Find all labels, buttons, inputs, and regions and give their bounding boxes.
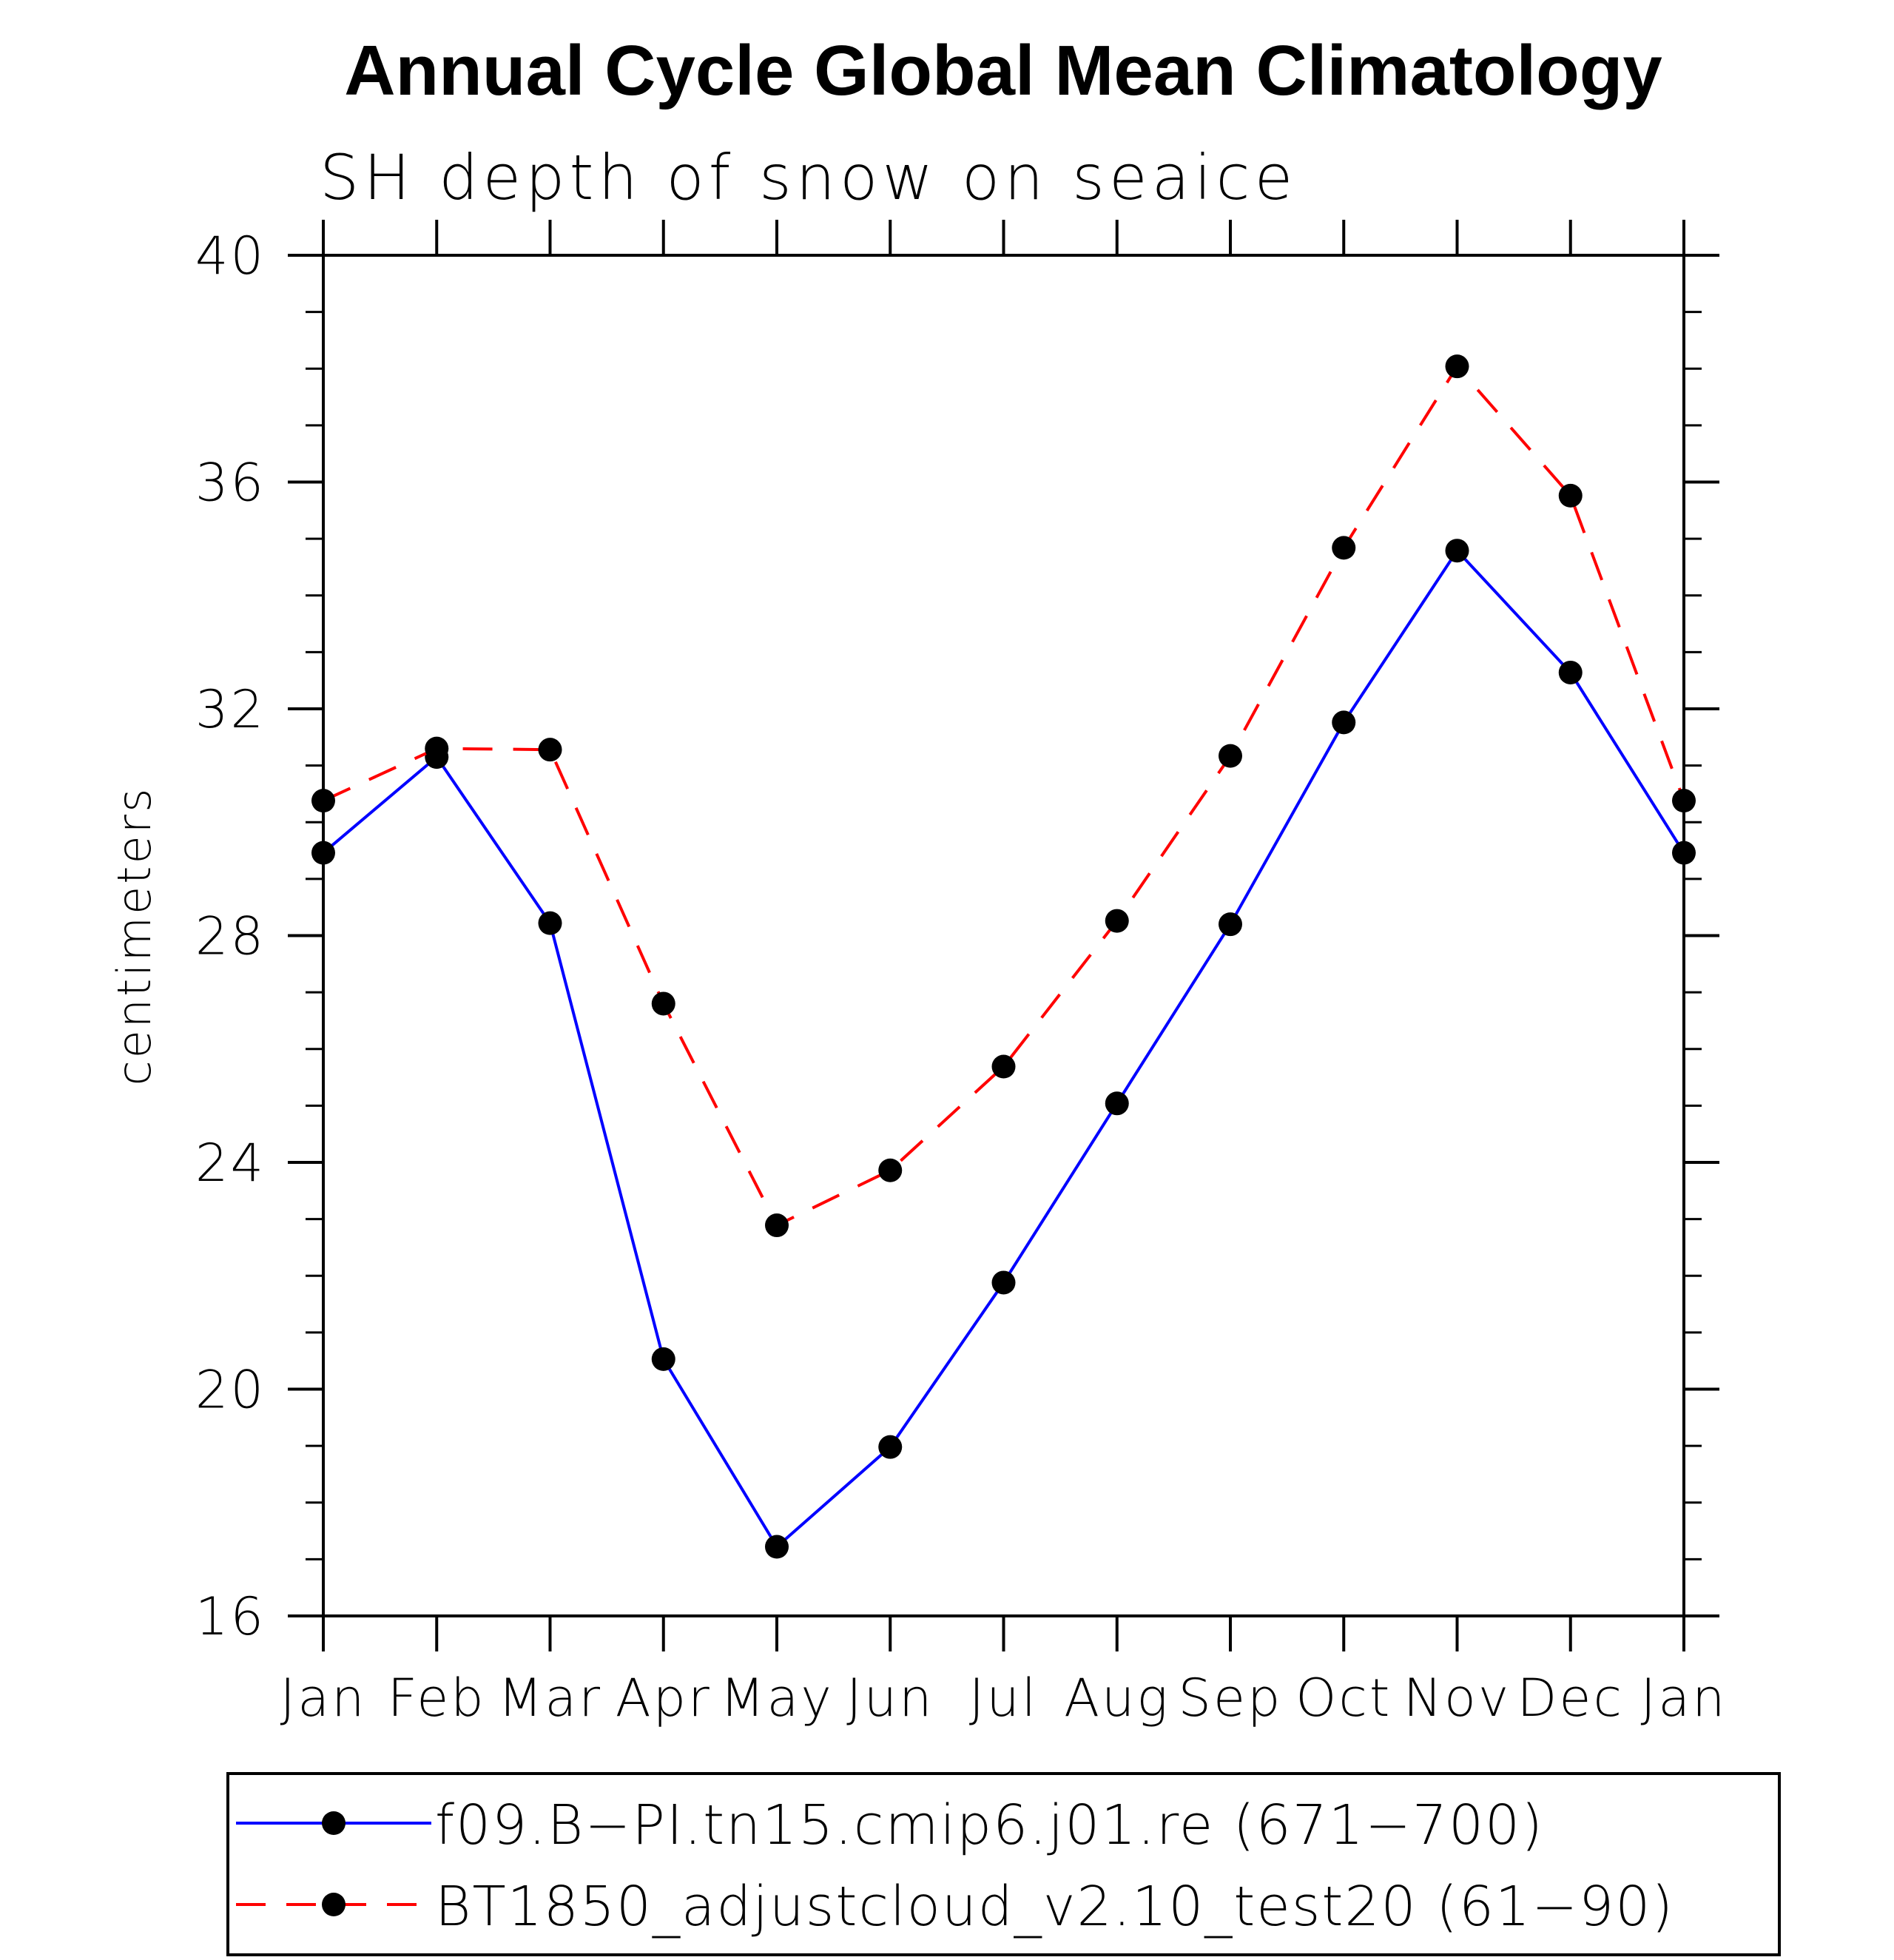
x-tick-label: Nov bbox=[1403, 1668, 1512, 1728]
x-tick-label: Sep bbox=[1179, 1668, 1283, 1728]
data-point bbox=[538, 738, 562, 762]
series-line bbox=[323, 365, 1685, 1227]
data-point bbox=[1332, 536, 1356, 560]
legend: f09.B−PI.tn15.cmip6.j01.re (671−700) BT1… bbox=[226, 1772, 1781, 1956]
legend-box bbox=[226, 1772, 1781, 1956]
y-tick-label: 36 bbox=[195, 453, 266, 513]
legend-marker-icon bbox=[322, 1811, 346, 1835]
series-1 bbox=[311, 354, 1696, 1238]
data-point bbox=[878, 1158, 903, 1182]
data-point bbox=[765, 1535, 789, 1559]
y-tick-label: 24 bbox=[195, 1133, 266, 1193]
y-tick-label: 28 bbox=[195, 906, 266, 967]
legend-label: f09.B−PI.tn15.cmip6.j01.re (671−700) bbox=[435, 1794, 1544, 1857]
x-tick-label: Jul bbox=[969, 1668, 1038, 1728]
legend-item: f09.B−PI.tn15.cmip6.j01.re (671−700) bbox=[236, 1794, 1544, 1857]
y-tick-label: 32 bbox=[195, 679, 266, 740]
data-point bbox=[651, 1347, 675, 1371]
plot-series bbox=[311, 354, 1696, 1559]
chart-title: Annual Cycle Global Mean Climatology bbox=[344, 31, 1662, 110]
x-tick-label: Jan bbox=[280, 1668, 367, 1728]
x-tick-label: Feb bbox=[388, 1668, 486, 1728]
chart-subtitle: SH depth of snow on seaice bbox=[320, 141, 1297, 214]
data-point bbox=[1105, 1091, 1129, 1116]
data-point bbox=[1558, 660, 1583, 684]
x-tick-label: May bbox=[720, 1668, 834, 1728]
axis-ticks bbox=[288, 220, 1719, 1651]
data-point bbox=[1558, 483, 1583, 508]
data-point bbox=[1219, 912, 1242, 937]
data-point bbox=[538, 911, 562, 935]
y-axis-label: centimeters bbox=[107, 787, 161, 1086]
y-tick-label: 40 bbox=[195, 226, 266, 286]
legend-label: BT1850_adjustcloud_v2.10_test20 (61−90) bbox=[435, 1875, 1674, 1939]
data-point bbox=[991, 1270, 1016, 1295]
x-tick-label: Dec bbox=[1517, 1668, 1624, 1728]
x-tick-label: Jun bbox=[846, 1668, 934, 1728]
data-point bbox=[1445, 354, 1469, 379]
data-point bbox=[1445, 539, 1469, 563]
data-point bbox=[1219, 744, 1242, 768]
x-tick-label: Jan bbox=[1641, 1668, 1728, 1728]
x-tick-labels: Jan Feb Mar Apr May Jun Jul Aug Sep Oct Nov Dec Jan bbox=[280, 1668, 1728, 1728]
plot-frame bbox=[322, 254, 1685, 1617]
series-line bbox=[322, 549, 1685, 1549]
x-tick-label: Aug bbox=[1064, 1668, 1170, 1728]
x-tick-label: Mar bbox=[498, 1668, 602, 1728]
x-tick-label: Oct bbox=[1295, 1668, 1392, 1728]
data-point bbox=[991, 1054, 1016, 1079]
y-tick-label: 16 bbox=[195, 1586, 266, 1647]
y-tick-labels: 16 20 24 28 32 36 40 bbox=[195, 226, 266, 1647]
data-point bbox=[1105, 909, 1129, 933]
series-0 bbox=[311, 539, 1696, 1559]
data-point bbox=[878, 1435, 903, 1459]
y-tick-label: 20 bbox=[195, 1360, 266, 1421]
data-point bbox=[651, 991, 675, 1016]
x-tick-label: Apr bbox=[616, 1668, 712, 1728]
data-point bbox=[1332, 710, 1356, 735]
legend-item: BT1850_adjustcloud_v2.10_test20 (61−90) bbox=[236, 1875, 1674, 1939]
data-point bbox=[765, 1213, 789, 1238]
data-point bbox=[425, 736, 449, 761]
legend-marker-icon bbox=[322, 1893, 346, 1916]
